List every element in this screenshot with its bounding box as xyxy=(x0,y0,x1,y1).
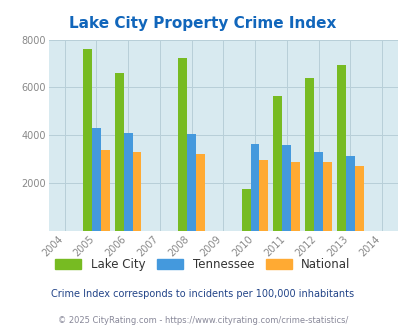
Bar xyxy=(250,144,259,231)
Bar xyxy=(241,189,250,231)
Bar xyxy=(281,145,290,231)
Bar xyxy=(115,73,124,231)
Bar xyxy=(290,162,299,231)
Bar xyxy=(92,128,100,231)
Bar xyxy=(124,133,132,231)
Text: © 2025 CityRating.com - https://www.cityrating.com/crime-statistics/: © 2025 CityRating.com - https://www.city… xyxy=(58,315,347,325)
Bar xyxy=(100,150,109,231)
Bar xyxy=(322,162,331,231)
Bar xyxy=(196,154,205,231)
Bar xyxy=(345,156,354,231)
Bar xyxy=(354,166,363,231)
Text: Lake City Property Crime Index: Lake City Property Crime Index xyxy=(69,16,336,31)
Bar xyxy=(178,57,187,231)
Bar xyxy=(336,65,345,231)
Bar xyxy=(187,134,196,231)
Bar xyxy=(132,152,141,231)
Bar xyxy=(305,78,313,231)
Bar xyxy=(273,96,281,231)
Bar xyxy=(313,152,322,231)
Bar xyxy=(83,49,92,231)
Bar xyxy=(259,160,268,231)
Legend: Lake City, Tennessee, National: Lake City, Tennessee, National xyxy=(51,253,354,276)
Text: Crime Index corresponds to incidents per 100,000 inhabitants: Crime Index corresponds to incidents per… xyxy=(51,289,354,299)
